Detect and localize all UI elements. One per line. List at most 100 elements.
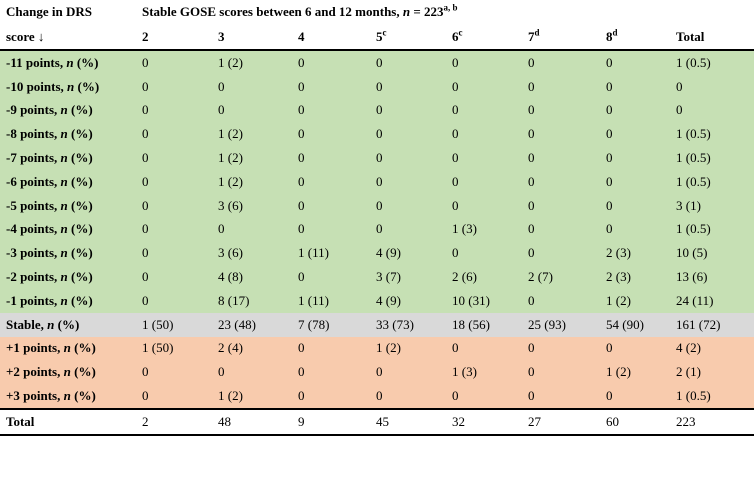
- total-cell: 60: [600, 407, 670, 436]
- table-row: -1 points, n (%) 0 8 (17) 1 (11) 4 (9) 10 (31…: [0, 288, 754, 313]
- row-label-n: n: [60, 126, 68, 142]
- cell: 2 (1): [670, 360, 754, 385]
- header-row-2: score ↓ 2 3 4 5c 6c 7d 8d Total: [0, 24, 754, 51]
- total-cell: 2: [136, 407, 212, 436]
- cell: 0: [446, 193, 522, 218]
- cell: 0: [370, 98, 446, 123]
- row-label-n: n: [60, 292, 68, 308]
- table-row: -4 points, n (%) 0 0 0 0 1 (3) 0 0 1 (0.5): [0, 217, 754, 242]
- cell: 0: [292, 50, 370, 75]
- table-row-stable: Stable, n (%) 1 (50) 23 (48) 7 (78) 33 (73) 1…: [0, 312, 754, 337]
- cell: 0: [670, 98, 754, 123]
- table-row: -6 points, n (%) 0 1 (2) 0 0 0 0 0 1 (0.5): [0, 169, 754, 194]
- drs-gose-table: Change in DRS Stable GOSE scores between…: [0, 0, 754, 436]
- cell: 0: [370, 74, 446, 99]
- col-header-label: Total: [676, 28, 705, 44]
- cell: 1 (50): [136, 336, 212, 361]
- cell: 0: [446, 384, 522, 409]
- cell: 2 (6): [446, 265, 522, 289]
- cell: 4 (2): [670, 336, 754, 361]
- table-row: -7 points, n (%) 0 1 (2) 0 0 0 0 0 1 (0.5): [0, 146, 754, 170]
- cell: 25 (93): [522, 312, 600, 337]
- row-label-text: -8 points,: [6, 126, 61, 142]
- cell: 0: [600, 50, 670, 75]
- col-header-4: 4: [292, 24, 370, 51]
- cell: 0: [600, 336, 670, 361]
- cell: 0: [522, 241, 600, 266]
- total-cell: 27: [522, 407, 600, 436]
- cell: 0: [370, 169, 446, 194]
- cell: 0: [136, 217, 212, 242]
- row-label-suffix: (%): [74, 78, 100, 94]
- header-span-title: Stable GOSE scores between 6 and 12 mont…: [136, 0, 754, 24]
- cell: 0: [136, 98, 212, 123]
- header-change-in-drs-line1: Change in DRS: [6, 4, 92, 19]
- cell: 0: [292, 384, 370, 409]
- row-label-suffix: (%): [67, 126, 93, 142]
- col-header-total: Total: [670, 24, 754, 51]
- cell: 1 (11): [292, 241, 370, 266]
- cell: 0: [136, 146, 212, 170]
- cell: 10 (5): [670, 241, 754, 266]
- col-header-sup: d: [534, 27, 540, 38]
- cell: 1 (2): [212, 122, 292, 147]
- cell: 0: [522, 336, 600, 361]
- row-label-n: n: [60, 102, 68, 118]
- col-header-label: 3: [218, 28, 225, 44]
- cell: 8 (17): [212, 288, 292, 313]
- table-row: -2 points, n (%) 0 4 (8) 0 3 (7) 2 (6) 2 (7) 2 …: [0, 265, 754, 289]
- cell: 1 (50): [136, 312, 212, 337]
- row-label-text: -1 points,: [6, 292, 61, 308]
- total-cell: 32: [446, 407, 522, 436]
- cell: 0: [522, 146, 600, 170]
- cell: 54 (90): [600, 312, 670, 337]
- cell: 0: [292, 217, 370, 242]
- table-row-total: Total 2 48 9 45 32 27 60 223: [0, 407, 754, 436]
- cell: 1 (11): [292, 288, 370, 313]
- cell: 0: [136, 193, 212, 218]
- cell: 0: [292, 169, 370, 194]
- cell: 0: [292, 193, 370, 218]
- row-label-suffix: (%): [67, 269, 93, 285]
- cell: 0: [136, 288, 212, 313]
- table-row: -8 points, n (%) 0 1 (2) 0 0 0 0 0 1 (0.5): [0, 122, 754, 147]
- cell: 0: [600, 384, 670, 409]
- cell: 3 (6): [212, 193, 292, 218]
- cell: 1 (3): [446, 360, 522, 385]
- header-span-n-val: = 223: [410, 4, 444, 19]
- col-header-label: 8: [606, 28, 613, 44]
- row-label-suffix: (%): [70, 340, 96, 356]
- cell: 1 (2): [600, 288, 670, 313]
- cell: 0: [446, 169, 522, 194]
- cell: 0: [136, 360, 212, 385]
- table-row: -10 points, n (%) 0 0 0 0 0 0 0 0: [0, 74, 754, 99]
- cell: 1 (2): [212, 50, 292, 75]
- row-label-text: -5 points,: [6, 197, 61, 213]
- cell: 3 (6): [212, 241, 292, 266]
- col-header-6: 6c: [446, 24, 522, 51]
- cell: 2 (7): [522, 265, 600, 289]
- cell: 0: [136, 74, 212, 99]
- cell: 0: [136, 265, 212, 289]
- cell: 0: [600, 193, 670, 218]
- row-label-text: -9 points,: [6, 102, 61, 118]
- total-cell: 9: [292, 407, 370, 436]
- row-label: Stable, n (%): [0, 312, 136, 337]
- row-label-n: n: [66, 54, 74, 70]
- row-label: +1 points, n (%): [0, 336, 136, 361]
- cell: 0: [370, 217, 446, 242]
- cell: 1 (2): [600, 360, 670, 385]
- row-label-n: n: [63, 388, 71, 404]
- table-row: -5 points, n (%) 0 3 (6) 0 0 0 0 0 3 (1): [0, 193, 754, 218]
- row-label-text: -10 points,: [6, 78, 68, 94]
- row-label-suffix: (%): [73, 54, 99, 70]
- row-label: -5 points, n (%): [0, 193, 136, 218]
- cell: 1 (2): [212, 146, 292, 170]
- cell: 0: [370, 50, 446, 75]
- cell: 1 (0.5): [670, 50, 754, 75]
- row-label-suffix: (%): [67, 150, 93, 166]
- cell: 0: [446, 241, 522, 266]
- row-label-suffix: (%): [70, 364, 96, 380]
- col-header-8: 8d: [600, 24, 670, 51]
- cell: 0: [522, 98, 600, 123]
